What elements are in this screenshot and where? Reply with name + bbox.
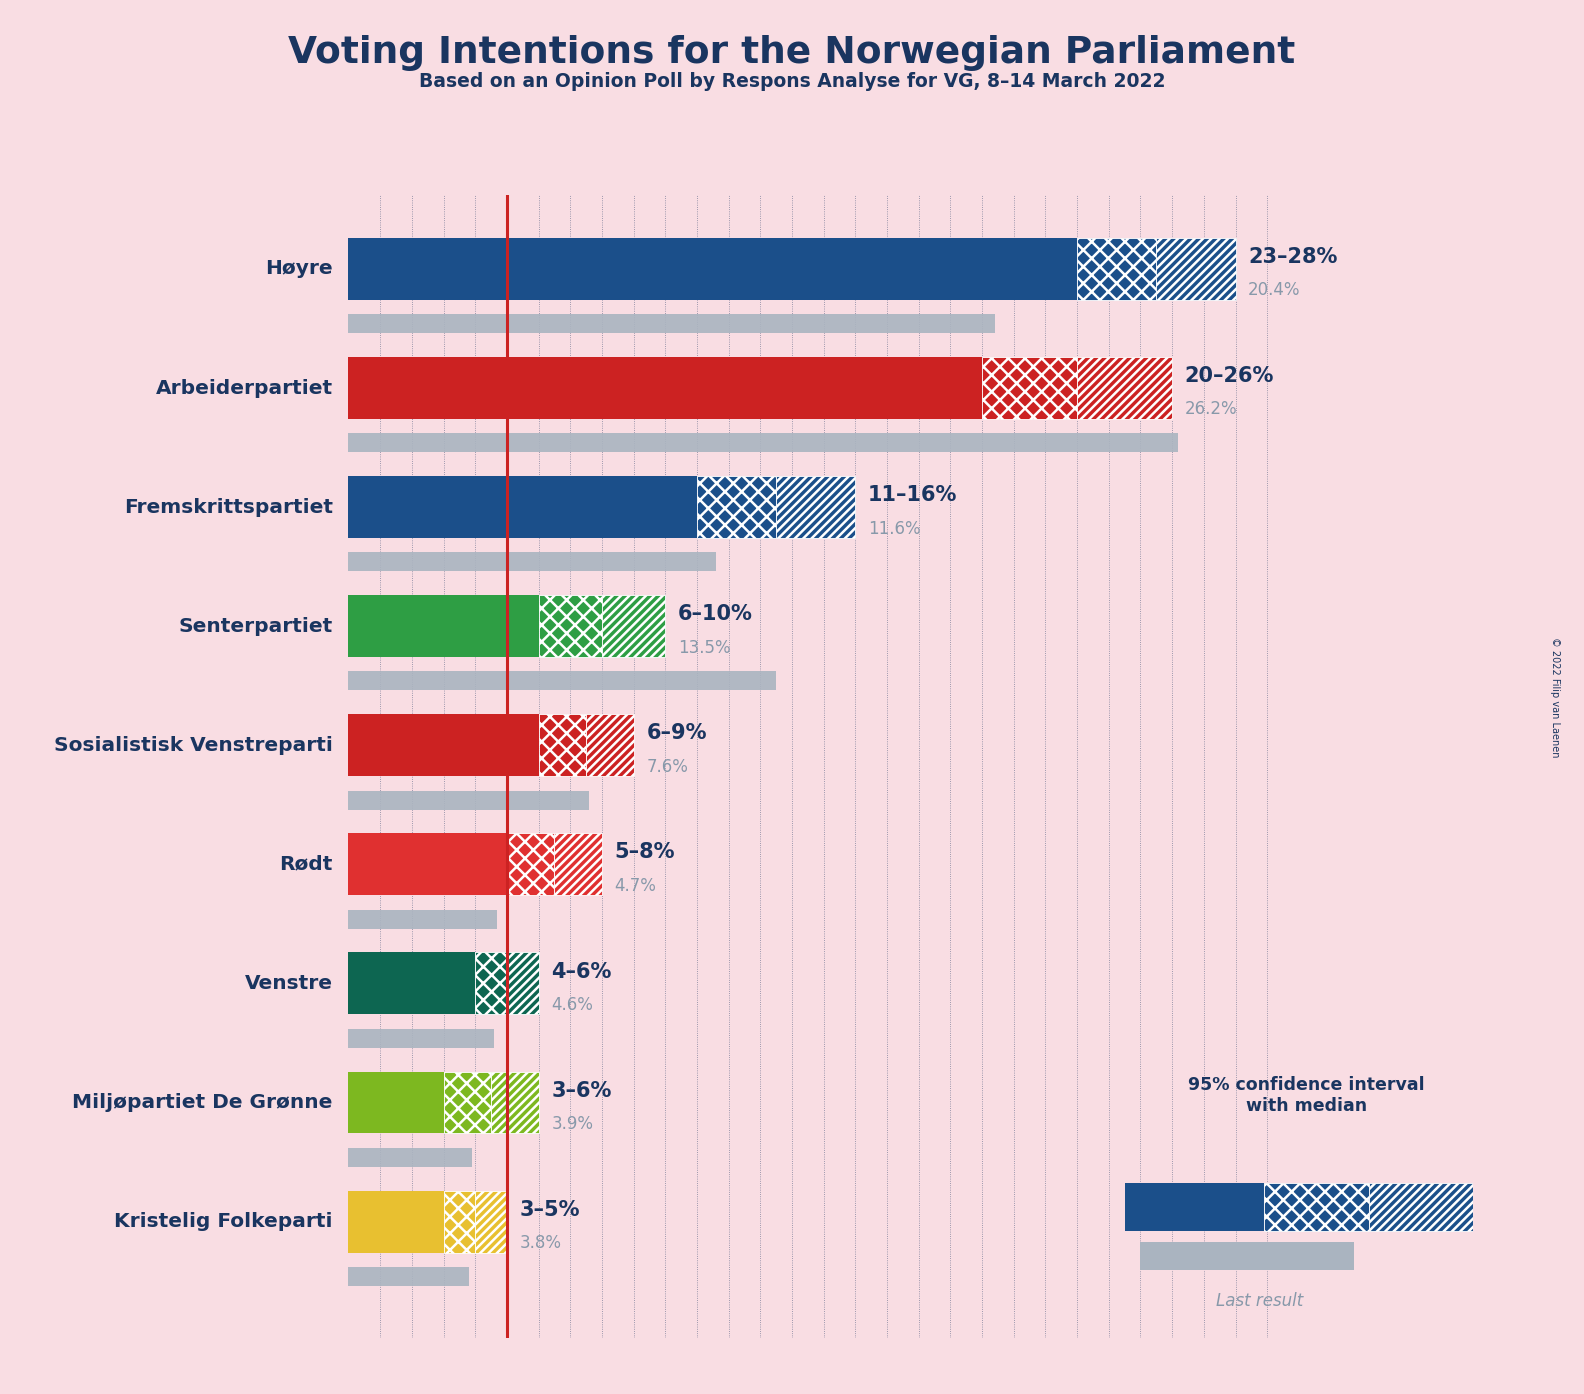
Text: 95% confidence interval
with median: 95% confidence interval with median: [1188, 1076, 1426, 1115]
Bar: [1077, 357, 1172, 420]
Text: Sosialistisk Venstreparti: Sosialistisk Venstreparti: [54, 736, 333, 754]
Text: 26.2%: 26.2%: [1185, 400, 1237, 418]
Text: 20–26%: 20–26%: [1185, 367, 1274, 386]
Text: 20.4%: 20.4%: [1248, 282, 1300, 300]
Text: Arbeiderpartiet: Arbeiderpartiet: [155, 379, 333, 397]
Text: 4–6%: 4–6%: [551, 962, 611, 981]
Bar: [1077, 238, 1156, 300]
Bar: [602, 595, 665, 657]
Text: 6–10%: 6–10%: [678, 604, 752, 625]
Text: 3–6%: 3–6%: [551, 1080, 611, 1101]
Bar: [348, 790, 589, 810]
Bar: [507, 834, 554, 895]
Text: Miljøpartiet De Grønne: Miljøpartiet De Grønne: [73, 1093, 333, 1112]
Text: 4.6%: 4.6%: [551, 995, 592, 1013]
Bar: [348, 714, 539, 776]
Bar: [1264, 1184, 1369, 1231]
Bar: [444, 1190, 475, 1252]
Bar: [1369, 1184, 1473, 1231]
Bar: [348, 1267, 469, 1285]
Bar: [348, 314, 995, 333]
Text: 3–5%: 3–5%: [520, 1200, 580, 1220]
Bar: [348, 1147, 472, 1167]
Bar: [982, 357, 1077, 420]
Bar: [348, 357, 982, 420]
Text: 11–16%: 11–16%: [868, 485, 957, 505]
Bar: [348, 910, 497, 928]
Bar: [1125, 1184, 1264, 1231]
Bar: [348, 1072, 444, 1133]
Text: 11.6%: 11.6%: [868, 520, 920, 538]
Bar: [348, 1190, 444, 1252]
Bar: [475, 952, 507, 1015]
Bar: [348, 477, 697, 538]
Bar: [348, 552, 716, 572]
Bar: [539, 595, 602, 657]
Text: 23–28%: 23–28%: [1248, 247, 1337, 268]
Bar: [348, 834, 507, 895]
Text: Kristelig Folkeparti: Kristelig Folkeparti: [114, 1211, 333, 1231]
Text: © 2022 Filip van Laenen: © 2022 Filip van Laenen: [1551, 637, 1560, 757]
Bar: [1156, 238, 1236, 300]
Bar: [697, 477, 776, 538]
Text: 5–8%: 5–8%: [615, 842, 675, 863]
Text: 7.6%: 7.6%: [646, 758, 687, 775]
Text: Last result: Last result: [1215, 1292, 1304, 1310]
Text: Fremskrittspartiet: Fremskrittspartiet: [124, 498, 333, 517]
Bar: [539, 714, 586, 776]
Text: Høyre: Høyre: [265, 259, 333, 279]
Bar: [348, 952, 475, 1015]
Text: Venstre: Venstre: [244, 974, 333, 993]
Bar: [491, 1072, 539, 1133]
Bar: [348, 238, 1077, 300]
Bar: [554, 834, 602, 895]
Text: Senterpartiet: Senterpartiet: [179, 616, 333, 636]
Bar: [507, 952, 539, 1015]
Text: 3.9%: 3.9%: [551, 1115, 594, 1133]
Text: Based on an Opinion Poll by Respons Analyse for VG, 8–14 March 2022: Based on an Opinion Poll by Respons Anal…: [418, 72, 1166, 92]
Text: 13.5%: 13.5%: [678, 638, 730, 657]
Text: 6–9%: 6–9%: [646, 723, 706, 743]
Text: 3.8%: 3.8%: [520, 1234, 562, 1252]
Bar: [348, 672, 776, 690]
Bar: [776, 477, 855, 538]
Bar: [475, 1190, 507, 1252]
Text: Rødt: Rødt: [279, 855, 333, 874]
Bar: [348, 595, 539, 657]
Text: 4.7%: 4.7%: [615, 877, 656, 895]
Text: Voting Intentions for the Norwegian Parliament: Voting Intentions for the Norwegian Parl…: [288, 35, 1296, 71]
Bar: [586, 714, 634, 776]
Bar: [444, 1072, 491, 1133]
Bar: [348, 434, 1178, 453]
Bar: [348, 1029, 494, 1048]
